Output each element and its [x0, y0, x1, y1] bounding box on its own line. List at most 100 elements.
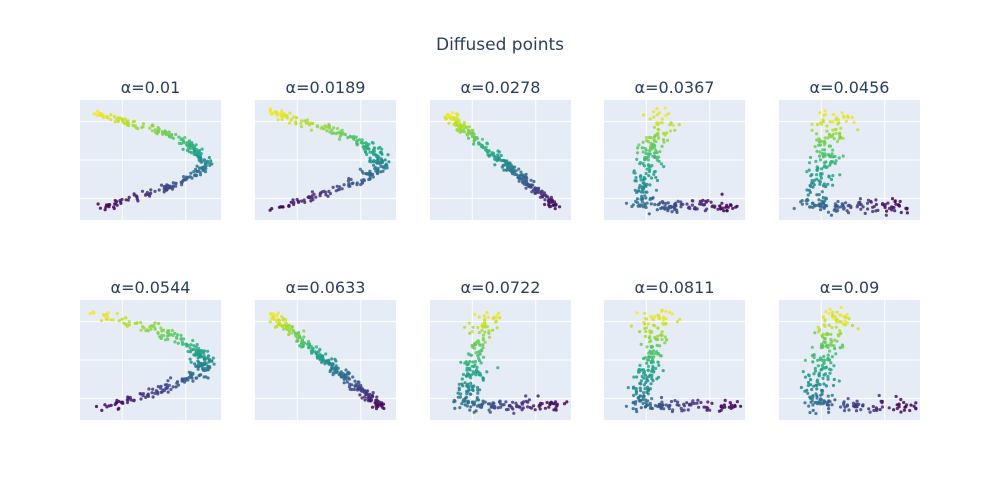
scatter-point: [207, 156, 211, 160]
scatter-point: [201, 362, 205, 366]
scatter-point: [826, 377, 830, 381]
scatter-point: [822, 323, 826, 327]
scatter-point: [327, 189, 331, 193]
scatter-point: [483, 330, 487, 334]
scatter-point: [273, 325, 277, 329]
scatter-point: [269, 311, 273, 316]
scatter-point: [351, 136, 355, 140]
scatter-point: [875, 407, 879, 411]
scatter-point: [333, 357, 337, 361]
scatter-point: [847, 408, 851, 412]
scatter-point: [673, 208, 677, 212]
scatter-point: [368, 159, 372, 163]
scatter-point: [519, 170, 523, 174]
scatter-point: [656, 326, 660, 330]
scatter-point: [656, 122, 660, 127]
scatter-point: [645, 358, 650, 362]
scatter-point: [815, 149, 819, 153]
scatter-point: [827, 358, 831, 362]
scatter-point: [537, 404, 541, 408]
scatter-point: [371, 391, 375, 395]
scatter-point: [505, 163, 509, 167]
scatter-point: [380, 405, 384, 409]
scatter-point: [199, 373, 203, 377]
scatter-point: [155, 132, 159, 136]
scatter-point: [826, 353, 830, 357]
scatter-point: [818, 150, 822, 154]
scatter-point: [348, 387, 352, 391]
scatter-point: [648, 197, 652, 202]
scatter-point: [831, 310, 835, 314]
scatter-point: [808, 410, 812, 415]
scatter-point: [899, 410, 903, 414]
scatter-point: [826, 210, 831, 214]
scatter-point: [830, 152, 834, 156]
scatter-point: [718, 204, 722, 208]
scatter-point: [493, 163, 497, 167]
scatter-point: [839, 205, 843, 209]
scatter-point: [477, 141, 481, 145]
scatter-point: [471, 370, 475, 374]
scatter-point: [813, 331, 817, 335]
scatter-point: [362, 179, 366, 183]
scatter-point: [660, 337, 664, 342]
scatter-point: [813, 369, 818, 373]
scatter-point: [646, 364, 651, 368]
scatter-point: [647, 212, 651, 216]
subplot-panel: α=0.0722: [430, 278, 571, 420]
scatter-point: [331, 185, 335, 189]
scatter-point: [520, 402, 525, 406]
scatter-point: [381, 169, 385, 173]
scatter-point: [626, 386, 630, 390]
scatter-point: [821, 148, 825, 152]
scatter-point: [823, 141, 827, 145]
scatter-point: [630, 204, 634, 209]
scatter-point: [558, 205, 562, 209]
scatter-point: [300, 125, 304, 129]
scatter-point: [829, 155, 833, 159]
scatter-point: [190, 376, 194, 380]
scatter-point: [383, 158, 387, 162]
scatter-point: [296, 200, 301, 204]
scatter-point: [119, 201, 123, 205]
scatter-point: [481, 343, 485, 347]
scatter-point: [809, 174, 813, 178]
scatter-point: [704, 200, 709, 204]
scatter-point: [381, 165, 385, 169]
scatter-point: [874, 202, 879, 207]
scatter-point: [479, 361, 483, 365]
scatter-point: [123, 117, 127, 121]
scatter-point: [185, 148, 190, 152]
scatter-point: [493, 155, 497, 159]
scatter-point: [695, 401, 699, 405]
scatter-point: [817, 373, 821, 377]
scatter-point: [180, 179, 185, 183]
scatter-point: [506, 407, 510, 411]
scatter-point: [689, 403, 693, 407]
scatter-point: [322, 127, 326, 131]
scatter-point: [825, 403, 829, 407]
scatter-point: [826, 153, 830, 157]
scatter-point: [149, 188, 153, 192]
scatter-point: [846, 204, 850, 208]
scatter-point: [642, 181, 646, 185]
scatter-point: [822, 366, 826, 370]
scatter-point: [350, 383, 354, 387]
scatter-point: [646, 155, 650, 159]
scatter-point: [168, 333, 172, 337]
scatter-point: [645, 182, 649, 186]
scatter-point: [182, 380, 187, 384]
scatter-point: [644, 171, 648, 176]
scatter-point: [638, 381, 642, 385]
scatter-point: [661, 201, 666, 205]
scatter-point: [484, 145, 488, 149]
scatter-point: [151, 395, 155, 399]
scatter-point: [663, 335, 667, 339]
scatter-point: [655, 107, 659, 111]
scatter-point: [807, 188, 812, 192]
scatter-point: [477, 342, 481, 346]
scatter-point: [839, 305, 843, 309]
scatter-point: [460, 129, 464, 133]
scatter-point: [669, 399, 674, 404]
scatter-point: [524, 172, 528, 176]
